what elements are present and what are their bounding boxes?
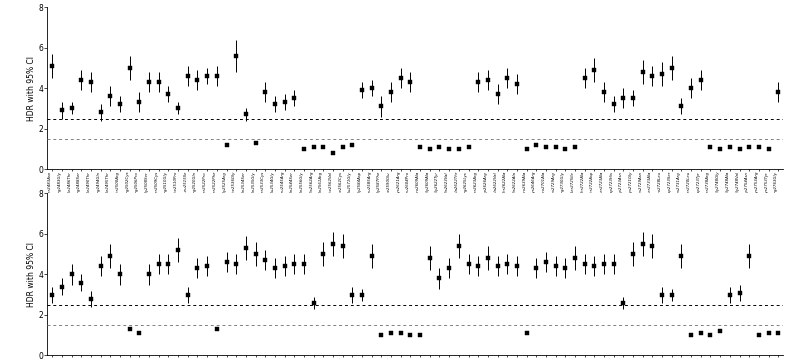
- Y-axis label: HDR with 95% CI: HDR with 95% CI: [27, 242, 36, 307]
- Y-axis label: HDR with 95% CI: HDR with 95% CI: [27, 56, 36, 121]
